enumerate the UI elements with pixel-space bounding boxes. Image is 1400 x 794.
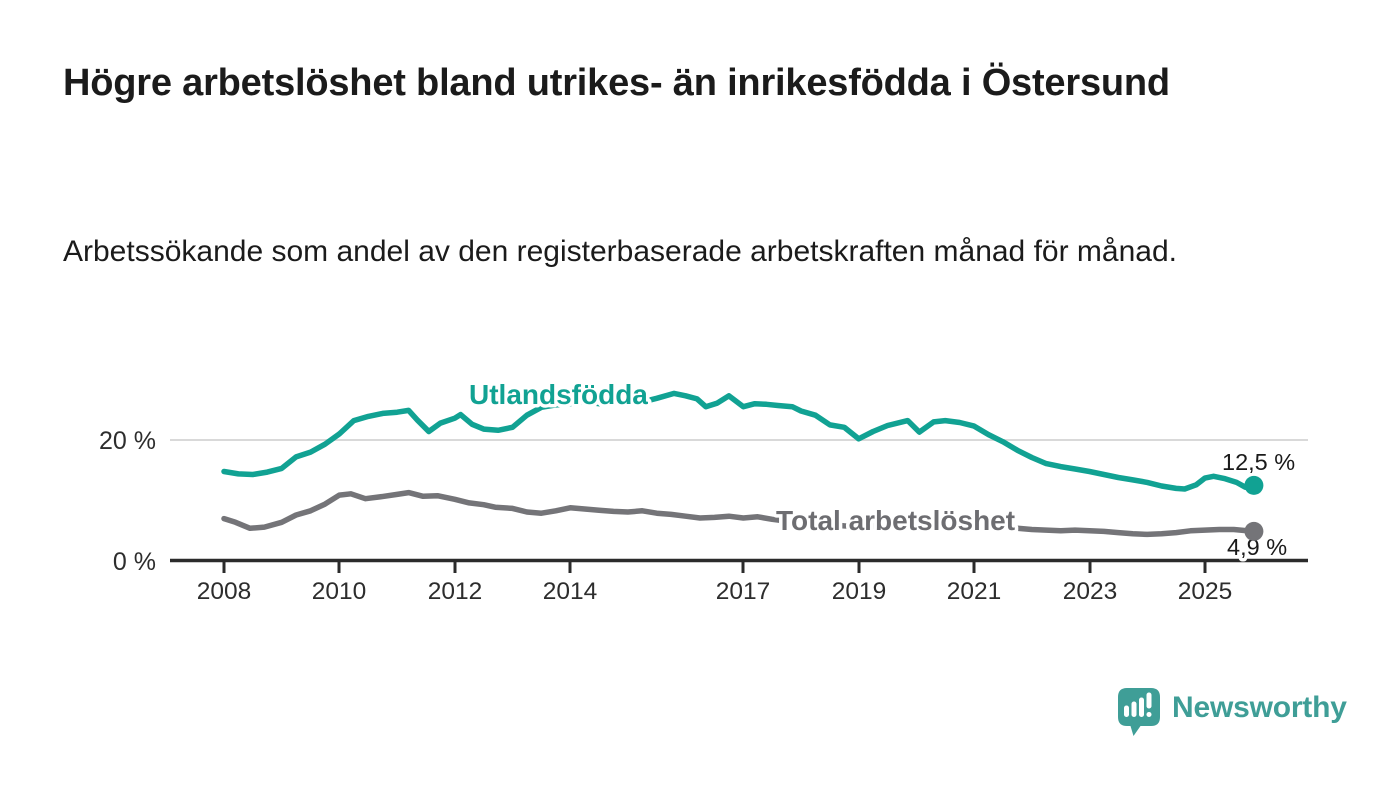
series-label-utlandsfodda: Utlandsfödda <box>469 379 648 410</box>
end-value-label-utlandsfodda: 12,5 % <box>1222 449 1295 475</box>
y-axis-label-0: 0 % <box>113 548 156 576</box>
exclamation-dot <box>1146 712 1152 717</box>
speech-bubble-bar-chart-icon <box>1118 688 1160 736</box>
y-axis-label-20: 20 % <box>99 427 156 455</box>
series-line-total-arbetsloshet <box>221 489 1257 538</box>
exclamation-bar <box>1146 692 1152 709</box>
tick-label-2014: 2014 <box>543 578 598 605</box>
tick-label-2019: 2019 <box>832 578 887 605</box>
newsworthy-logo: Newsworthy <box>1116 686 1347 738</box>
tick-label-2017: 2017 <box>716 578 771 605</box>
series-line-utlandsfodda <box>221 390 1257 492</box>
bar-3 <box>1139 697 1144 717</box>
tick-label-2012: 2012 <box>428 578 483 605</box>
tick-label-2023: 2023 <box>1063 578 1118 605</box>
bar-1 <box>1124 705 1129 717</box>
tick-label-2021: 2021 <box>947 578 1002 605</box>
tick-label-2025: 2025 <box>1178 578 1233 605</box>
chart-title: Högre arbetslöshet bland utrikes- än inr… <box>63 62 1170 104</box>
x-axis-tick-labels: 2008 2010 2012 2014 2017 2019 2021 2023 … <box>197 578 1233 605</box>
logo-wordmark: Newsworthy <box>1172 691 1347 724</box>
series-label-total-arbetsloshet: Total arbetslöshet <box>776 505 1015 536</box>
series-end-dot-total-arbetsloshet <box>1244 521 1264 541</box>
tick-label-2008: 2008 <box>197 578 252 605</box>
chart-subtitle: Arbetssökande som andel av den registerb… <box>63 235 1177 268</box>
x-axis-ticks <box>222 562 1207 573</box>
bar-2 <box>1131 701 1137 717</box>
tick-label-2010: 2010 <box>312 578 367 605</box>
series-end-dot-utlandsfodda <box>1244 475 1264 495</box>
